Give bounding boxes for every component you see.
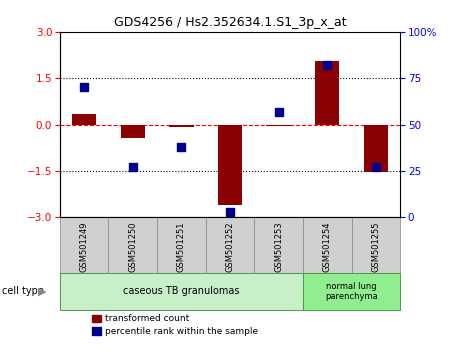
Text: GSM501254: GSM501254 [322,222,331,272]
Text: GSM501250: GSM501250 [128,222,137,272]
Bar [351,217,399,273]
Point [226,209,233,215]
Bar [157,217,205,273]
Bar [205,217,254,273]
Text: cell type: cell type [2,286,44,296]
Bar [302,273,399,310]
Title: GDS4256 / Hs2.352634.1.S1_3p_x_at: GDS4256 / Hs2.352634.1.S1_3p_x_at [113,16,346,29]
Point [274,109,282,114]
Text: GSM501253: GSM501253 [274,222,282,272]
Point [323,62,330,68]
Bar [302,217,351,273]
Bar [72,114,96,125]
Bar [314,61,339,125]
Bar [60,217,108,273]
Bar [60,273,302,310]
Legend: transformed count, percentile rank within the sample: transformed count, percentile rank withi… [91,314,257,336]
Bar [108,217,157,273]
Point [371,164,379,170]
Text: GSM501255: GSM501255 [370,222,380,272]
Bar [169,125,193,127]
Text: caseous TB granulomas: caseous TB granulomas [123,286,239,296]
Text: ▶: ▶ [38,286,46,296]
Text: GSM501251: GSM501251 [177,222,185,272]
Text: normal lung
parenchyma: normal lung parenchyma [325,282,377,301]
Bar [254,217,302,273]
Bar [120,125,145,138]
Point [129,164,136,170]
Bar [218,125,241,205]
Bar [266,125,290,126]
Point [177,144,185,150]
Point [80,85,88,90]
Text: GSM501249: GSM501249 [79,222,89,272]
Bar [363,125,387,172]
Text: GSM501252: GSM501252 [225,222,234,272]
